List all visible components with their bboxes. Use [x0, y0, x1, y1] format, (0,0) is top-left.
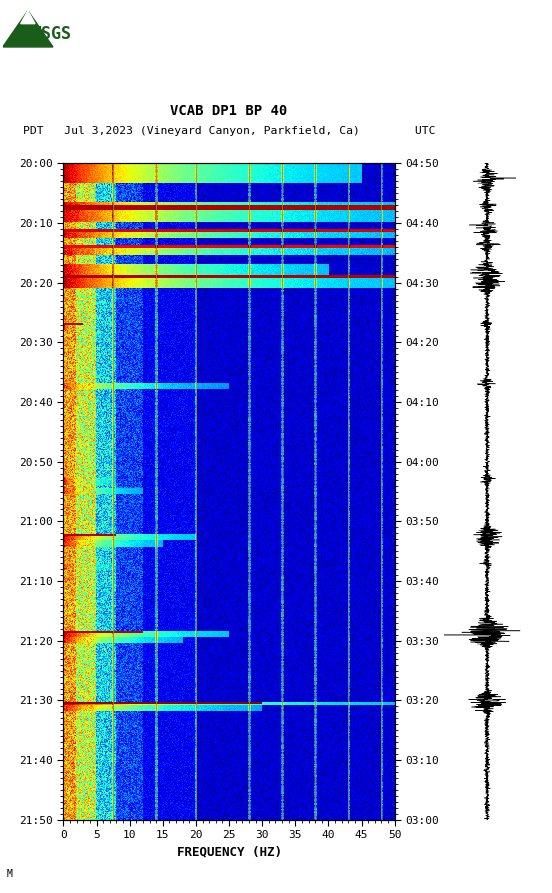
Text: VCAB DP1 BP 40: VCAB DP1 BP 40: [171, 104, 288, 118]
Polygon shape: [21, 11, 35, 23]
Text: USGS: USGS: [31, 25, 71, 43]
Polygon shape: [3, 11, 53, 47]
Text: PDT   Jul 3,2023 (Vineyard Canyon, Parkfield, Ca)        UTC: PDT Jul 3,2023 (Vineyard Canyon, Parkfie…: [23, 126, 436, 136]
Text: M: M: [7, 869, 13, 879]
X-axis label: FREQUENCY (HZ): FREQUENCY (HZ): [177, 846, 282, 859]
